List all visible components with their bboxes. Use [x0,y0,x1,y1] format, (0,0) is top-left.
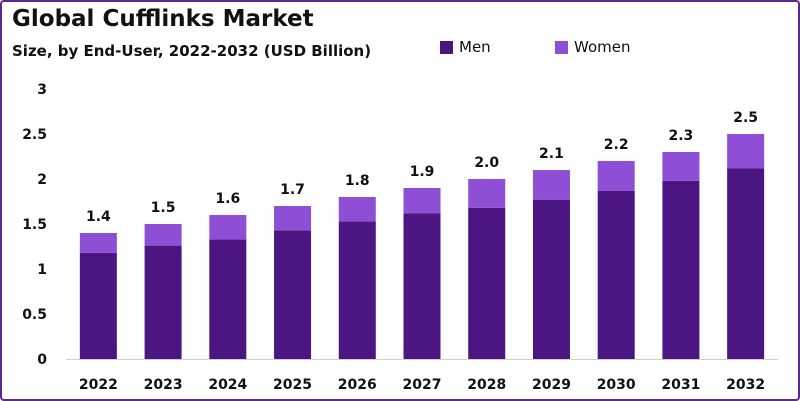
bar-men-2029 [532,199,570,359]
data-label-2028: 2.0 [474,155,499,171]
bar-men-2032 [727,168,765,359]
legend-label-women: Women [574,38,631,56]
bar-women-2027 [403,188,441,214]
x-tick-label-2032: 2032 [726,377,765,393]
bar-men-2022 [79,252,117,359]
x-tick-label-2024: 2024 [208,377,247,393]
x-tick-label-2030: 2030 [597,377,636,393]
y-tick-label-4: 2 [37,172,47,188]
data-label-2025: 1.7 [280,182,305,198]
y-tick-label-0: 0 [37,352,47,368]
bar-women-2023 [144,224,182,246]
bar-women-2025 [274,206,312,231]
legend-label-men: Men [459,38,491,56]
x-tick-label-2029: 2029 [532,377,571,393]
bar-women-2032 [727,134,765,169]
bar-women-2028 [468,179,506,208]
chart-subtitle: Size, by End-User, 2022-2032 (USD Billio… [12,42,372,60]
legend-item-women: Women [555,38,630,56]
bar-women-2031 [662,152,700,181]
legend-swatch-men [440,40,453,54]
y-tick-label-5: 2.5 [22,127,47,143]
bar-women-2022 [79,233,117,253]
bar-men-2026 [338,221,376,359]
y-tick-label-1: 0.5 [22,307,47,323]
data-label-2029: 2.1 [539,146,564,162]
x-tick-label-2022: 2022 [79,377,118,393]
bar-men-2025 [274,230,312,359]
data-label-2030: 2.2 [604,137,629,153]
x-tick-label-2025: 2025 [273,377,312,393]
data-label-2022: 1.4 [86,209,111,225]
legend-swatch-women [555,40,568,54]
bar-women-2030 [597,161,635,191]
bar-men-2027 [403,213,441,359]
y-tick-label-6: 3 [37,82,47,98]
bar-men-2023 [144,245,182,359]
data-label-2032: 2.5 [733,110,758,126]
x-tick-label-2023: 2023 [144,377,183,393]
bar-men-2030 [597,190,635,359]
data-label-2023: 1.5 [151,200,176,216]
legend-item-men: Men [440,38,491,56]
data-label-2027: 1.9 [410,164,435,180]
x-tick-label-2031: 2031 [661,377,700,393]
chart-title: Global Cufflinks Market [12,6,314,32]
bar-men-2024 [209,239,247,359]
x-tick-label-2027: 2027 [403,377,442,393]
x-tick-label-2028: 2028 [467,377,506,393]
bar-men-2028 [468,207,506,359]
bar-men-2031 [662,180,700,359]
y-tick-label-2: 1 [37,262,47,278]
bar-women-2024 [209,215,247,240]
data-label-2026: 1.8 [345,173,370,189]
y-tick-label-3: 1.5 [22,217,47,233]
bar-women-2029 [532,170,570,200]
data-label-2024: 1.6 [215,191,240,207]
bar-women-2026 [338,197,376,222]
data-label-2031: 2.3 [669,128,694,144]
x-tick-label-2026: 2026 [338,377,377,393]
